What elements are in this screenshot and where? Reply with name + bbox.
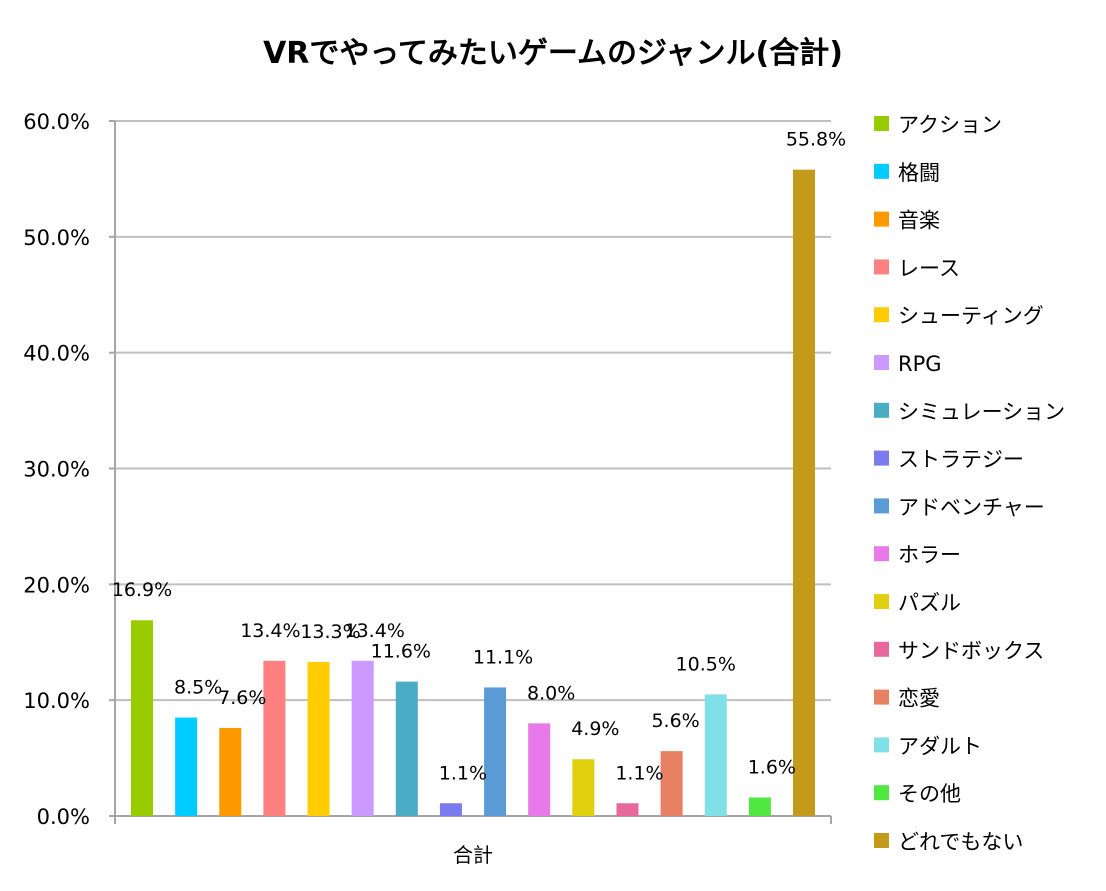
data-label: 7.6% — [218, 687, 266, 709]
data-label: 8.0% — [527, 682, 575, 704]
bar-15 — [793, 169, 815, 816]
legend-swatch — [874, 546, 889, 562]
bar-11 — [616, 803, 639, 816]
legend-swatch — [874, 785, 889, 801]
data-label: 4.9% — [571, 718, 619, 740]
bar-13 — [704, 694, 727, 816]
legend-item-label: 恋愛 — [898, 687, 940, 711]
legend-item-label: アドベンチャー — [898, 495, 1045, 519]
bar-12 — [660, 751, 683, 816]
y-tick-label: 0.0% — [37, 805, 90, 829]
data-label: 1.1% — [615, 762, 663, 784]
data-label: 16.9% — [112, 579, 172, 601]
legend-item-label: アクション — [898, 113, 1002, 137]
legend-swatch — [874, 259, 889, 275]
legend-swatch — [874, 594, 889, 609]
legend-item-label: パズル — [898, 591, 961, 615]
y-tick-label: 30.0% — [23, 458, 90, 482]
legend-item-label: RPG — [898, 352, 942, 376]
bar-10 — [572, 759, 595, 816]
data-label: 1.6% — [748, 756, 796, 778]
legend-swatch — [874, 689, 889, 705]
legend-item-label: ホラー — [898, 543, 961, 567]
y-tick-labels: 0.0% 10.0% 20.0% 30.0% 40.0% 50.0% 60.0% — [23, 110, 90, 829]
legend-swatch — [874, 307, 889, 323]
y-tick-label: 20.0% — [23, 573, 90, 597]
x-category-label: 合計 — [453, 843, 493, 867]
y-tick-label: 10.0% — [23, 689, 90, 713]
data-label: 10.5% — [676, 653, 736, 675]
legend-swatch — [874, 833, 889, 848]
y-tick-label: 40.0% — [23, 342, 90, 366]
legend-item-label: レース — [898, 256, 960, 280]
data-label: 55.8% — [786, 129, 846, 151]
y-tick-label: 50.0% — [23, 226, 90, 250]
bar-4 — [307, 661, 330, 816]
data-label: 8.5% — [174, 677, 222, 699]
legend-item-label: どれでもない — [898, 830, 1023, 854]
data-labels: 16.9%8.5%7.6%13.4% 13.3%13.4%11.6%1.1%11.… — [112, 129, 846, 785]
bar-0 — [131, 620, 153, 816]
legend-swatch — [874, 211, 889, 227]
bar-3 — [263, 660, 286, 816]
data-label: 1.1% — [439, 762, 487, 784]
data-label: 13.4% — [344, 620, 404, 642]
legend-swatch — [874, 402, 889, 418]
legend-item-label: その他 — [898, 782, 961, 806]
data-label: 5.6% — [651, 710, 699, 732]
data-label: 11.6% — [371, 641, 431, 663]
chart-title: VRでやってみたいゲームのジャンル(合計) — [263, 36, 843, 71]
bar-6 — [395, 681, 418, 816]
x-category-labels: 合計 — [453, 843, 493, 867]
data-label: 13.4% — [240, 620, 300, 642]
legend-item-label: サンドボックス — [898, 639, 1044, 663]
bars — [131, 169, 815, 816]
gridlines — [115, 120, 831, 702]
legend-swatch — [874, 163, 889, 179]
y-tick-label: 60.0% — [23, 110, 90, 134]
bar-9 — [528, 723, 551, 816]
legend-swatch — [874, 641, 889, 657]
legend-item-label: シミュレーション — [898, 400, 1065, 424]
legend-item-label: シューティング — [898, 304, 1044, 328]
data-label: 13.3% — [300, 621, 360, 643]
bar-2 — [219, 727, 242, 816]
bar-1 — [175, 717, 198, 816]
legend-item-label: 音楽 — [898, 209, 940, 233]
bar-5 — [351, 660, 374, 816]
legend-swatch — [874, 450, 889, 466]
bar-14 — [748, 797, 771, 816]
data-label: 11.1% — [473, 646, 533, 668]
bar-7 — [439, 803, 462, 816]
legend-item-label: 格闘 — [898, 161, 940, 185]
bar-8 — [484, 687, 507, 816]
legend-swatch — [874, 737, 889, 753]
legend-item-label: アダルト — [898, 734, 982, 758]
legend-swatch — [874, 355, 889, 370]
legend-swatch — [874, 116, 889, 131]
legend-item-label: ストラテジー — [898, 448, 1024, 472]
legend-swatch — [874, 498, 889, 514]
